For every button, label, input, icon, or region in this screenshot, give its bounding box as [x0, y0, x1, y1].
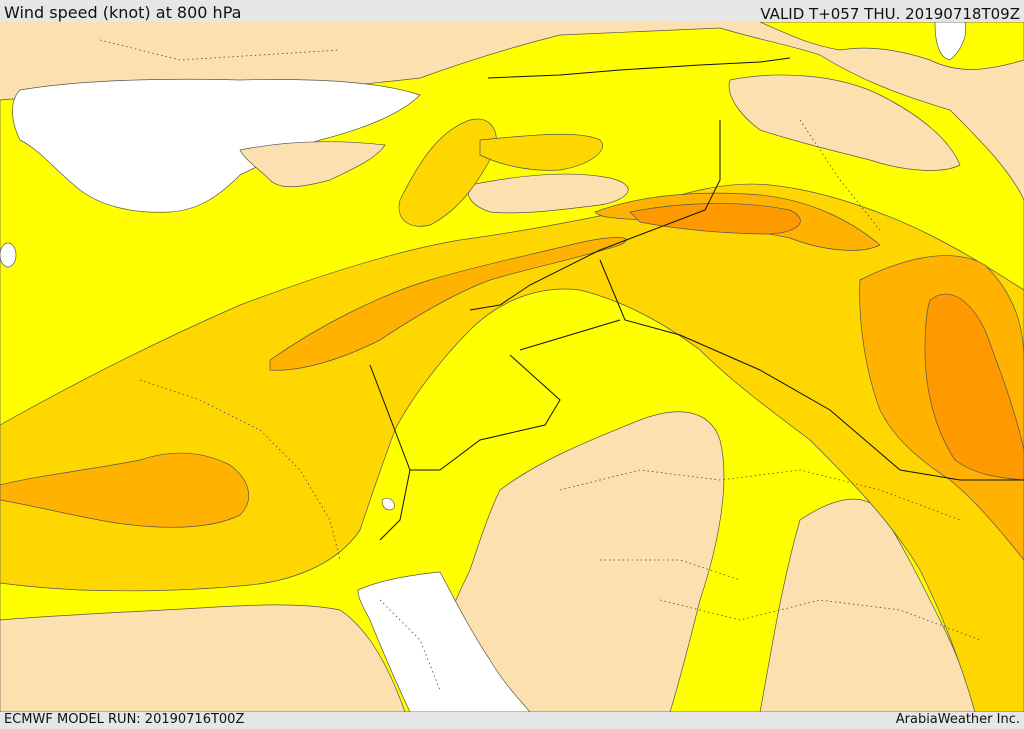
calm-wind-area	[728, 74, 961, 171]
fresh-wind-band	[269, 237, 627, 371]
cyprus-island	[239, 141, 386, 188]
strong-wind-core	[924, 293, 1024, 481]
country-borders	[369, 57, 1024, 541]
valid-time: VALID T+057 THU. 20190718T09Z	[760, 5, 1020, 23]
model-run-label: ECMWF MODEL RUN: 20190716T00Z	[4, 712, 245, 727]
province-borders	[99, 39, 981, 691]
red-sea	[357, 571, 531, 712]
gulf-of-aqaba	[381, 498, 395, 511]
moderate-wind-band	[0, 183, 1024, 712]
calm-wind-area	[0, 604, 406, 712]
wind-speed-map	[0, 22, 1024, 712]
caspian-sea	[934, 22, 967, 61]
strong-wind-core	[629, 203, 801, 235]
lake	[0, 242, 17, 268]
footer-bar: ECMWF MODEL RUN: 20190716T00Z ArabiaWeat…	[0, 712, 1024, 729]
credit-label: ArabiaWeather Inc.	[895, 712, 1020, 727]
calm-wind-area	[467, 173, 629, 214]
fresh-wind-band	[0, 452, 249, 528]
moderate-wind-band	[479, 133, 603, 171]
header-bar: Wind speed (knot) at 800 hPa VALID T+057…	[0, 0, 1024, 23]
map-title: Wind speed (knot) at 800 hPa	[4, 3, 242, 22]
calm-wind-area	[419, 411, 725, 712]
